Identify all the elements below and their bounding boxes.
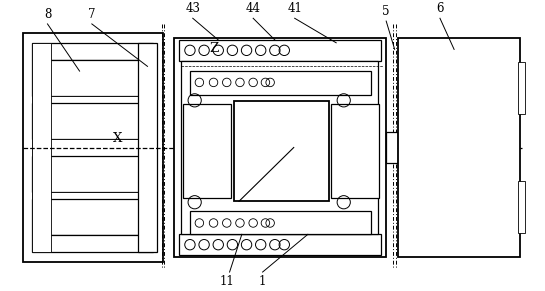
Bar bbox=[32, 192, 153, 199]
Text: 44: 44 bbox=[246, 2, 261, 15]
Bar bbox=[138, 43, 157, 252]
Bar bbox=[518, 62, 525, 113]
Bar bbox=[23, 33, 162, 262]
Text: 1: 1 bbox=[259, 275, 267, 288]
Bar bbox=[179, 234, 382, 255]
Bar bbox=[190, 211, 371, 234]
Bar bbox=[32, 235, 153, 252]
Text: X: X bbox=[113, 132, 122, 145]
Bar bbox=[32, 96, 153, 103]
Bar bbox=[32, 139, 153, 156]
Text: 6: 6 bbox=[436, 2, 444, 15]
Text: 43: 43 bbox=[185, 2, 200, 15]
Bar bbox=[174, 38, 386, 257]
Bar bbox=[32, 60, 153, 96]
Bar bbox=[402, 49, 438, 97]
Bar bbox=[32, 199, 153, 235]
Text: 41: 41 bbox=[287, 2, 302, 15]
Bar bbox=[183, 104, 231, 198]
Bar bbox=[234, 101, 329, 201]
Text: Z: Z bbox=[209, 42, 218, 55]
Bar bbox=[402, 198, 438, 246]
Text: 7: 7 bbox=[88, 8, 95, 21]
Bar bbox=[518, 182, 525, 233]
Bar bbox=[32, 103, 153, 139]
Bar bbox=[397, 38, 520, 257]
Bar bbox=[190, 71, 371, 95]
Bar bbox=[445, 221, 511, 238]
Bar bbox=[32, 43, 51, 252]
Text: 8: 8 bbox=[44, 8, 51, 21]
Bar bbox=[438, 49, 518, 246]
Bar bbox=[32, 43, 153, 60]
Bar bbox=[179, 40, 382, 61]
Bar bbox=[386, 132, 397, 163]
Bar bbox=[445, 57, 511, 74]
Bar bbox=[457, 74, 501, 225]
Text: 11: 11 bbox=[220, 275, 234, 288]
Text: 5: 5 bbox=[383, 5, 390, 18]
Bar bbox=[181, 61, 378, 234]
Bar bbox=[32, 156, 153, 192]
Bar bbox=[331, 104, 379, 198]
